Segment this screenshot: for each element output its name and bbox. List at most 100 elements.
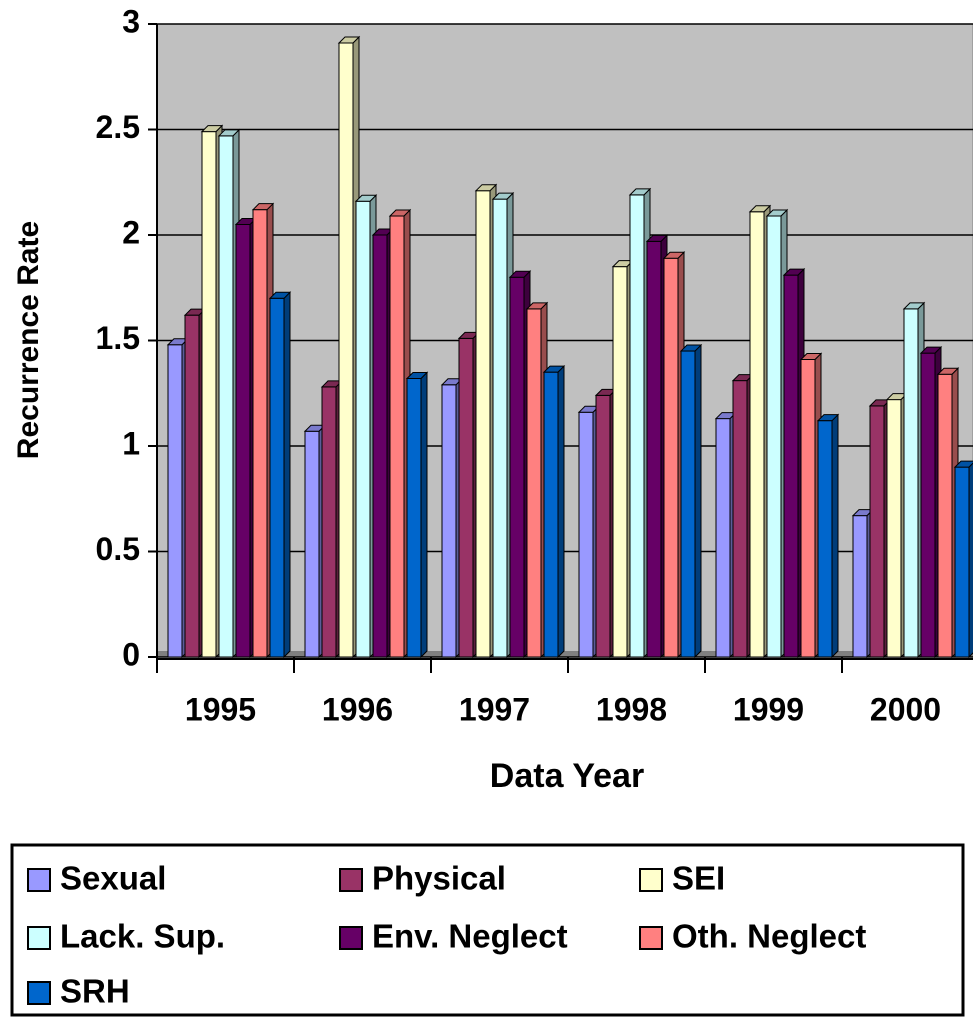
- x-tick-label: 1999: [733, 691, 804, 727]
- bar-top: [628, 188, 652, 196]
- legend-swatch: [639, 926, 663, 950]
- bar-top: [251, 203, 275, 211]
- bar-side: [283, 291, 291, 659]
- bar: [405, 371, 429, 659]
- bar-top: [919, 346, 943, 354]
- bar-front: [715, 418, 731, 658]
- bar-front: [954, 466, 970, 658]
- bar-front: [475, 190, 491, 658]
- bar-top: [902, 302, 926, 310]
- bar-top: [679, 344, 703, 352]
- bar-front: [492, 198, 508, 658]
- bar-front: [732, 380, 748, 658]
- bar-front: [167, 344, 183, 658]
- bar-front: [321, 386, 337, 658]
- bar-front: [252, 209, 268, 658]
- bar-front: [783, 274, 799, 658]
- y-tick-label: 1: [122, 425, 140, 461]
- bar-side: [420, 371, 428, 659]
- bar-front: [372, 234, 388, 658]
- bar-top: [748, 205, 772, 213]
- y-tick-label: 0.5: [96, 531, 140, 567]
- bar-top: [474, 184, 498, 192]
- bar-top: [405, 371, 429, 379]
- bar-front: [817, 420, 833, 658]
- bar-top: [525, 302, 549, 310]
- bar-front: [680, 350, 696, 658]
- bar-front: [543, 371, 559, 658]
- bar-front: [526, 308, 542, 658]
- bar-top: [542, 365, 566, 373]
- bar: [268, 291, 292, 659]
- bar-top: [936, 367, 960, 375]
- legend-label: Oth. Neglect: [672, 918, 866, 955]
- bar-top: [816, 414, 840, 422]
- bar-front: [355, 200, 371, 658]
- bar-front: [509, 276, 525, 658]
- legend-swatch: [339, 926, 363, 950]
- bar-front: [269, 297, 285, 658]
- y-tick-label: 3: [122, 3, 140, 39]
- bar-front: [663, 257, 679, 658]
- x-axis-title: Data Year: [490, 757, 644, 795]
- bar-front: [201, 131, 217, 658]
- bar-top: [268, 291, 292, 299]
- bar-front: [595, 394, 611, 658]
- bar: [919, 345, 943, 659]
- bar-top: [200, 125, 224, 133]
- x-tick-label: 2000: [870, 691, 941, 727]
- x-tick-label: 1997: [459, 691, 530, 727]
- x-tick-label: 1998: [596, 691, 667, 727]
- bar-top: [765, 209, 789, 217]
- bar-front: [458, 337, 474, 658]
- y-tick-label: 0: [122, 636, 140, 672]
- bar-side: [557, 364, 565, 659]
- legend-label: Physical: [372, 860, 506, 897]
- bar-side: [831, 413, 839, 659]
- bar-front: [766, 215, 782, 658]
- y-tick-label: 2.5: [96, 109, 140, 145]
- bar-top: [337, 36, 361, 44]
- y-tick-label: 2: [122, 214, 140, 250]
- bar-front: [749, 211, 765, 658]
- bar: [936, 367, 960, 659]
- legend-box: [10, 843, 965, 1017]
- bar: [542, 364, 566, 659]
- x-tick-label: 1996: [322, 691, 393, 727]
- bar: [679, 343, 703, 659]
- y-tick-label: 1.5: [96, 320, 140, 356]
- legend-label: Lack. Sup.: [60, 918, 225, 955]
- bar-top: [388, 209, 412, 217]
- bar-front: [218, 135, 234, 658]
- bar-top: [645, 234, 669, 242]
- bar-top: [782, 268, 806, 276]
- bar-front: [441, 384, 457, 658]
- bar-top: [491, 192, 515, 200]
- bar-front: [184, 314, 200, 658]
- bar-front: [920, 352, 936, 658]
- bar-front: [406, 377, 422, 658]
- bar-top: [354, 194, 378, 202]
- bar-top: [799, 352, 823, 360]
- bar-top: [217, 129, 241, 137]
- bar-front: [629, 194, 645, 658]
- bar-front: [852, 515, 868, 658]
- bar-front: [612, 266, 628, 658]
- legend-label: SRH: [60, 973, 130, 1010]
- y-axis-title: Recurrence Rate: [12, 221, 45, 459]
- bar-front: [886, 399, 902, 658]
- bar-front: [338, 42, 354, 658]
- legend-label: Env. Neglect: [372, 918, 568, 955]
- legend-swatch: [639, 868, 663, 892]
- legend-swatch: [27, 926, 51, 950]
- bar: [782, 267, 806, 659]
- legend-swatch: [339, 868, 363, 892]
- bar-top: [662, 251, 686, 259]
- bar-front: [578, 411, 594, 658]
- legend-label: Sexual: [60, 860, 166, 897]
- bar-top: [508, 270, 532, 278]
- bar-front: [800, 358, 816, 658]
- legend-swatch: [27, 868, 51, 892]
- legend-label: SEI: [672, 860, 725, 897]
